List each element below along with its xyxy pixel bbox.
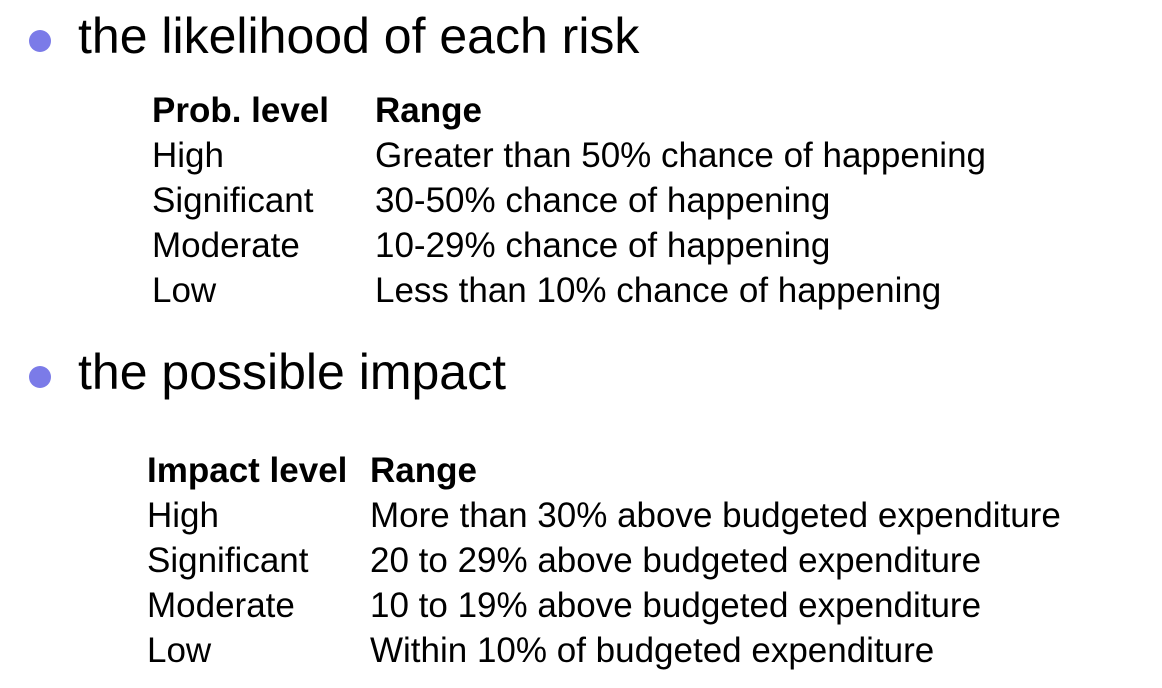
range-cell: 10 to 19% above budgeted expenditure bbox=[370, 586, 982, 625]
likelihood-heading: the likelihood of each risk bbox=[78, 8, 640, 64]
range-cell: 30-50% chance of happening bbox=[375, 181, 831, 220]
range-cell: Within 10% of budgeted expenditure bbox=[370, 631, 935, 670]
range-cell: 20 to 29% above budgeted expenditure bbox=[370, 541, 982, 580]
level-cell: Low bbox=[147, 631, 212, 670]
range-cell: Greater than 50% chance of happening bbox=[375, 136, 986, 175]
column-header-level: Prob. level bbox=[152, 91, 330, 130]
level-cell: High bbox=[147, 496, 219, 535]
bullet-dot-icon bbox=[29, 30, 51, 52]
bullet-dot-icon bbox=[29, 366, 51, 388]
range-cell: 10-29% chance of happening bbox=[375, 226, 831, 265]
column-header-level: Impact level bbox=[147, 451, 348, 490]
level-cell: Low bbox=[152, 271, 217, 310]
level-cell: Significant bbox=[147, 541, 309, 580]
range-cell: More than 30% above budgeted expenditure bbox=[370, 496, 1061, 535]
impact-heading: the possible impact bbox=[78, 344, 507, 400]
column-header-range: Range bbox=[375, 91, 482, 130]
range-cell: Less than 10% chance of happening bbox=[375, 271, 942, 310]
level-cell: High bbox=[152, 136, 224, 175]
level-cell: Moderate bbox=[147, 586, 295, 625]
level-cell: Moderate bbox=[152, 226, 300, 265]
column-header-range: Range bbox=[370, 451, 477, 490]
level-cell: Significant bbox=[152, 181, 314, 220]
